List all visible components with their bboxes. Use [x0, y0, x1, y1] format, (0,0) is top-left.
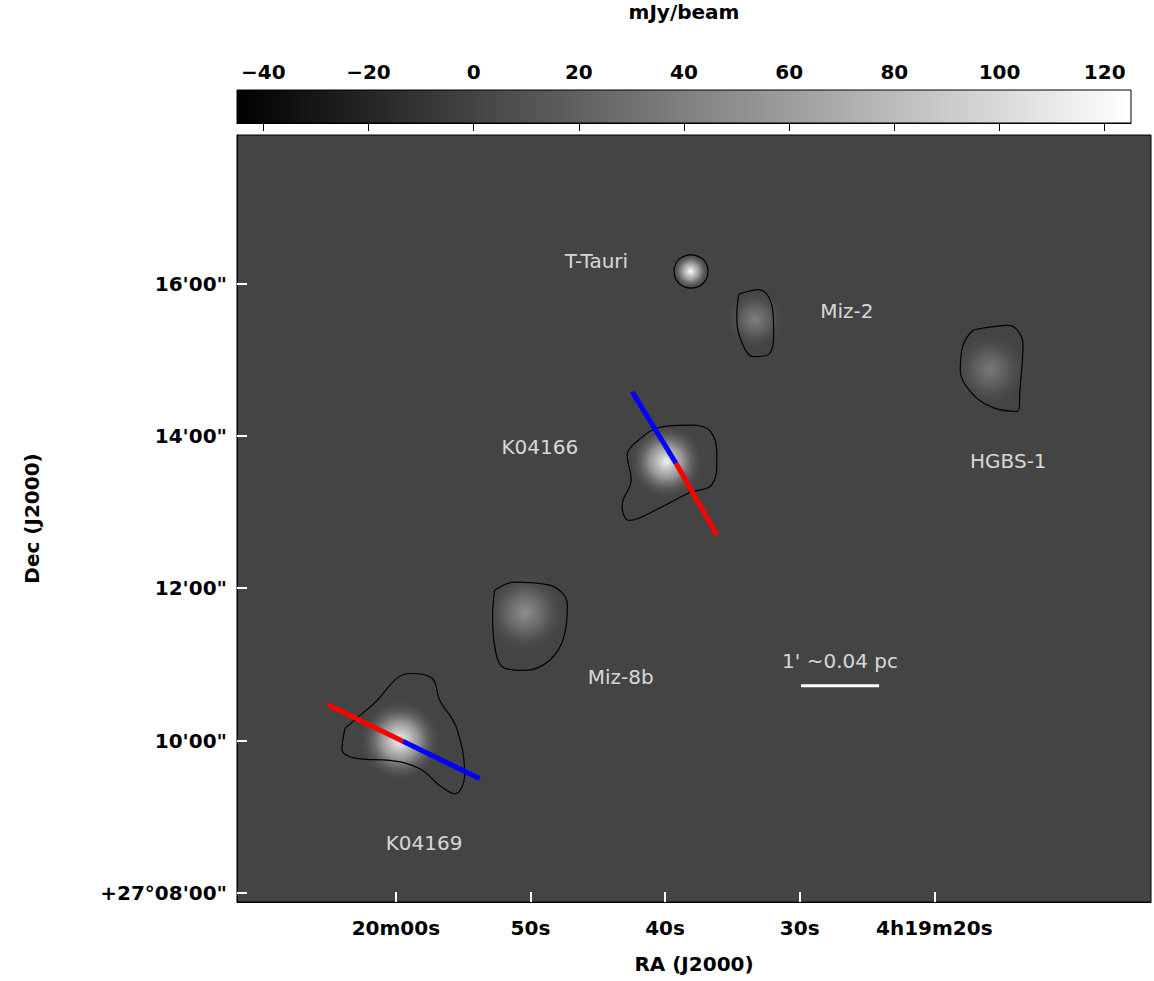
svg-text:RA (J2000): RA (J2000): [634, 952, 753, 976]
svg-text:60: 60: [775, 60, 803, 84]
svg-text:40: 40: [670, 60, 698, 84]
svg-text:Dec (J2000): Dec (J2000): [20, 453, 44, 583]
svg-text:Miz-8b: Miz-8b: [588, 665, 654, 689]
svg-text:1' ~0.04 pc: 1' ~0.04 pc: [782, 649, 898, 673]
svg-text:HGBS-1: HGBS-1: [970, 449, 1047, 473]
svg-text:14'00": 14'00": [155, 424, 227, 448]
svg-text:40s: 40s: [645, 916, 685, 940]
svg-text:mJy/beam: mJy/beam: [629, 0, 740, 24]
svg-text:T-Tauri: T-Tauri: [564, 249, 628, 273]
svg-text:−20: −20: [346, 60, 391, 84]
svg-text:80: 80: [880, 60, 908, 84]
svg-text:−40: −40: [241, 60, 286, 84]
svg-text:120: 120: [1084, 60, 1126, 84]
svg-text:20: 20: [565, 60, 593, 84]
svg-text:100: 100: [979, 60, 1021, 84]
svg-text:12'00": 12'00": [155, 576, 227, 600]
svg-text:20m00s: 20m00s: [352, 916, 440, 940]
svg-text:K04166: K04166: [501, 435, 578, 459]
svg-text:16'00": 16'00": [155, 272, 227, 296]
svg-text:30s: 30s: [780, 916, 820, 940]
svg-text:10'00": 10'00": [155, 729, 227, 753]
svg-text:0: 0: [467, 60, 481, 84]
svg-text:4h19m20s: 4h19m20s: [876, 916, 993, 940]
svg-text:+27°08'00": +27°08'00": [100, 881, 227, 905]
svg-text:50s: 50s: [511, 916, 551, 940]
svg-text:K04169: K04169: [386, 831, 463, 855]
svg-text:Miz-2: Miz-2: [820, 299, 873, 323]
